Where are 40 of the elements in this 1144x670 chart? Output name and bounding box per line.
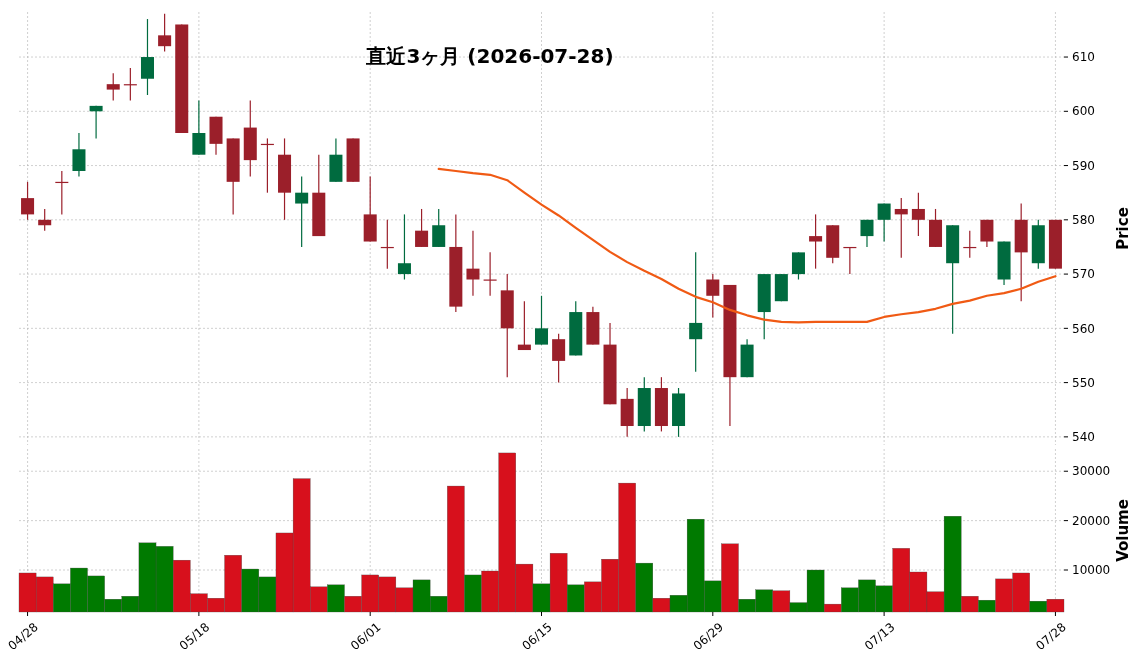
candlestick — [809, 213, 823, 270]
y-tick-label: 30000 — [1072, 464, 1111, 479]
y-axis-title: Price — [1114, 207, 1132, 250]
y-tick-label: 600 — [1072, 104, 1095, 119]
y-tick-label: 550 — [1072, 375, 1095, 390]
y-tick-label: 540 — [1072, 430, 1095, 445]
candlestick — [534, 295, 549, 346]
candlestick — [38, 208, 52, 232]
candlestick — [466, 230, 480, 297]
candlestick — [397, 213, 411, 281]
candlestick — [517, 300, 531, 351]
candlestick — [192, 99, 206, 156]
y-tick-label: 610 — [1072, 50, 1095, 65]
candlestick — [158, 13, 172, 53]
candlestick — [894, 197, 908, 259]
candlestick — [689, 251, 703, 373]
candlestick — [21, 181, 35, 221]
text: 直近3ヶ月 (2026-07-28) — [365, 44, 614, 68]
candlestick — [791, 251, 805, 281]
candlestick — [860, 219, 874, 248]
y-tick-label: 20000 — [1072, 513, 1111, 528]
line-series — [437, 167, 1057, 324]
candlestick — [877, 202, 891, 243]
y-axis-title: Volume — [1114, 499, 1132, 562]
y-tick-label: 570 — [1072, 267, 1095, 282]
candlestick — [415, 208, 429, 248]
candlestick — [552, 333, 566, 384]
candlestick — [911, 192, 925, 237]
candlestick — [706, 273, 720, 319]
y-tick-label: 10000 — [1072, 563, 1111, 578]
candlestick — [89, 105, 103, 140]
candlestick — [140, 18, 154, 96]
candlestick — [432, 208, 446, 248]
y-tick-label: 590 — [1072, 158, 1095, 173]
y-tick-label: 560 — [1072, 321, 1095, 336]
candlestick — [72, 132, 86, 178]
candlestick — [106, 72, 120, 102]
candlestick — [980, 219, 994, 248]
candlestick — [295, 175, 309, 248]
y-tick-label: 580 — [1072, 213, 1095, 228]
